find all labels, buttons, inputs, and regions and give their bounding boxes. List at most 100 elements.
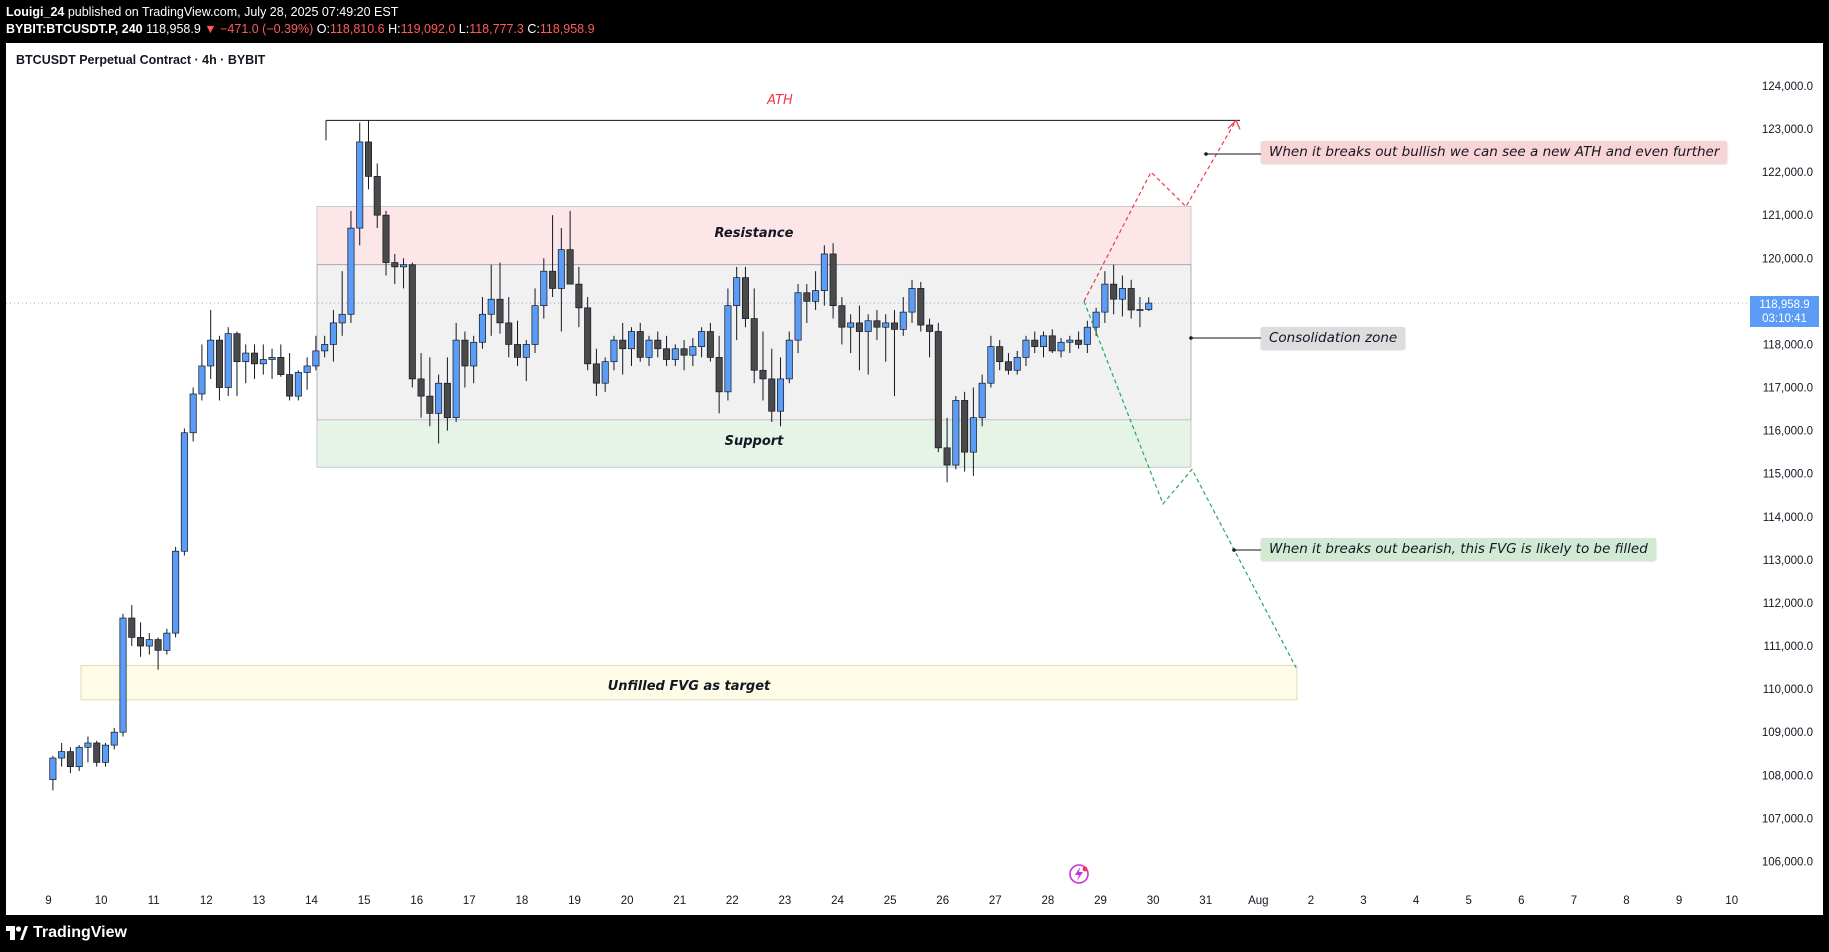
candles-layer (49, 120, 1153, 791)
candle (382, 210, 390, 276)
bearish-leader-dot (1232, 548, 1236, 552)
candle (522, 340, 530, 382)
candle (908, 279, 916, 323)
candle (1057, 337, 1065, 358)
candle (838, 297, 846, 345)
candle (487, 264, 495, 336)
y-tick-label: 106,000.0 (1762, 856, 1813, 868)
candle-body (294, 372, 302, 397)
candle (505, 297, 513, 358)
x-tick-label: 24 (831, 895, 844, 907)
x-tick-label: 14 (305, 895, 318, 907)
chart-area[interactable]: 106,000.0 107,000.0 108,000.0 109,000.0 110,… (6, 43, 1823, 915)
y-tick-label: 123,000.0 (1762, 124, 1813, 136)
candle (137, 622, 145, 657)
open-value: 118,810.6 (329, 22, 385, 36)
candle (1022, 335, 1030, 366)
y-tick-label: 109,000.0 (1762, 727, 1813, 739)
candle-body (154, 639, 162, 651)
candle (119, 613, 127, 737)
x-tick-label: 21 (673, 895, 686, 907)
candle-body (207, 339, 215, 367)
candle-body (277, 357, 285, 375)
candle-body (996, 346, 1004, 363)
bullish-arrowhead (1227, 119, 1241, 130)
x-tick-label: 11 (148, 895, 160, 907)
candle (338, 271, 346, 336)
candle-body (1048, 335, 1056, 352)
candle-body (101, 744, 109, 763)
candle (698, 327, 706, 358)
candle (741, 266, 749, 328)
flash-icon-dot (1082, 866, 1088, 872)
candle-body (1136, 309, 1144, 311)
candle-body (145, 639, 153, 647)
candle (733, 266, 741, 341)
candle-body (84, 742, 92, 748)
candle (636, 322, 644, 362)
candle-body (627, 331, 635, 350)
y-tick-label: 116,000.0 (1763, 426, 1813, 438)
publisher-name[interactable]: Louigi_24 (6, 5, 65, 19)
candle (1101, 271, 1109, 323)
flash-icon-layer (1069, 864, 1089, 884)
fvg-zone (80, 665, 1298, 701)
candle-body (452, 339, 460, 419)
candle (478, 297, 486, 349)
candle (1075, 331, 1083, 349)
candle-body (1110, 283, 1118, 300)
candle-body (794, 292, 802, 341)
candle-body (855, 322, 863, 332)
candle-body (189, 393, 197, 434)
candle (268, 348, 276, 379)
consolidation-note[interactable]: Consolidation zone (1261, 327, 1406, 349)
x-tick-label: Aug (1248, 895, 1268, 907)
candle (689, 337, 697, 366)
x-tick-label: 2 (1308, 895, 1314, 907)
candle-body (943, 447, 951, 466)
candle (128, 605, 136, 647)
candle-body (557, 249, 565, 289)
y-tick-label: 122,000.0 (1762, 167, 1813, 179)
candle-body (540, 270, 548, 307)
candle (627, 327, 635, 366)
candle-body (531, 305, 539, 345)
y-tick-label: 108,000.0 (1762, 770, 1813, 782)
candle (110, 727, 118, 750)
candle-body (812, 290, 820, 302)
candle-body (233, 333, 241, 363)
high-label: H: (388, 22, 401, 36)
candle-body (750, 318, 758, 371)
candle-body (934, 331, 942, 449)
x-tick-label: 10 (1725, 895, 1738, 907)
last-price: 118,958.9 (146, 22, 201, 36)
candle-body (566, 249, 574, 285)
candle-body (137, 637, 145, 647)
candle (540, 258, 548, 319)
chart-svg[interactable]: 106,000.0 107,000.0 108,000.0 109,000.0 110,… (6, 43, 1823, 915)
candle-body (908, 288, 916, 313)
candle-body (470, 341, 478, 367)
candle-body (110, 731, 118, 746)
low-value: 118,777.3 (469, 22, 524, 36)
candle (154, 637, 162, 670)
candle (1031, 331, 1039, 354)
candle-body (49, 757, 57, 780)
bullish-note[interactable]: When it breaks out bullish we can see a … (1261, 141, 1728, 163)
bearish-note[interactable]: When it breaks out bearish, this FVG is … (1261, 538, 1656, 560)
candle-body (715, 357, 723, 393)
candle (663, 335, 671, 366)
candle (286, 353, 294, 401)
candle-body (505, 322, 513, 345)
candle-body (1022, 339, 1030, 358)
close-label: C: (527, 22, 540, 36)
y-tick-label: 111,000.0 (1764, 641, 1813, 653)
candle (680, 340, 688, 371)
candle (715, 335, 723, 414)
candle (1048, 329, 1056, 354)
ohlc-line: BYBIT:BTCUSDT.P, 240 118,958.9 ▼ −471.0 … (6, 22, 595, 36)
candle (207, 309, 215, 379)
candle (294, 370, 302, 401)
x-tick-label: 27 (989, 895, 1002, 907)
tradingview-logo[interactable]: TradingView (6, 924, 127, 942)
